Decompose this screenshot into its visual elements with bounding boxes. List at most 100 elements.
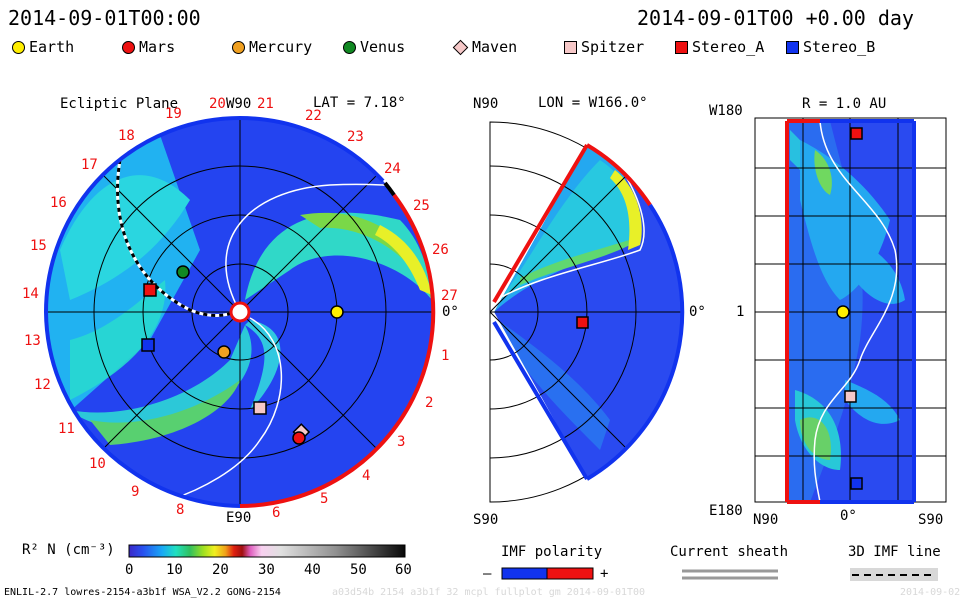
ecliptic-plot	[43, 116, 436, 508]
meridional-bottom-label: S90	[473, 512, 499, 528]
carrington-tick: 6	[272, 505, 281, 521]
stereo-a-marker-icon	[675, 40, 688, 54]
ecliptic-lat-label: LAT = 7.18°	[313, 95, 406, 111]
timestamp: 2014-09-01T00:00	[8, 6, 201, 30]
stereo-a-meridional-marker	[576, 316, 589, 329]
radial-x-right: S90	[918, 512, 944, 528]
carrington-tick: 24	[384, 161, 401, 177]
legend-mars: Mars	[122, 38, 175, 56]
imf-minus-label: –	[483, 566, 492, 582]
colorbar-tick: 60	[395, 562, 412, 578]
carrington-tick: 8	[176, 502, 185, 518]
legend-label: Stereo_B	[803, 38, 876, 56]
mercury-marker-icon	[232, 40, 245, 54]
colorbar-label: R² N (cm⁻³)	[22, 542, 115, 558]
carrington-tick: 20	[209, 96, 226, 112]
legend-label: Mars	[139, 38, 176, 56]
legend-venus: Venus	[343, 38, 405, 56]
ecliptic-right-label: 0°	[442, 304, 459, 320]
carrington-tick: 25	[413, 198, 430, 214]
carrington-tick: 19	[165, 106, 182, 122]
earth-marker	[330, 305, 344, 319]
carrington-tick: 26	[432, 242, 449, 258]
colorbar-tick: 20	[212, 562, 229, 578]
mercury-marker	[217, 345, 231, 359]
venus-marker	[176, 265, 190, 279]
carrington-tick: 3	[397, 434, 406, 450]
imf-negative-swatch	[501, 567, 548, 580]
carrington-tick: 1	[441, 348, 450, 364]
carrington-tick: 2	[425, 395, 434, 411]
colorbar	[128, 544, 406, 558]
carrington-tick: 22	[305, 108, 322, 124]
carrington-tick: 4	[362, 468, 371, 484]
carrington-tick: 11	[58, 421, 75, 437]
venus-marker-icon	[343, 40, 356, 54]
imf-line-label: 3D IMF line	[848, 544, 941, 560]
colorbar-tick: 30	[258, 562, 275, 578]
imf-line-swatch	[850, 568, 938, 581]
mars-marker	[292, 431, 306, 445]
current-sheath-swatch	[682, 569, 778, 580]
current-sheath-label: Current sheath	[670, 544, 789, 560]
carrington-tick: 18	[118, 128, 135, 144]
footer-date: 2014-09-02	[900, 587, 960, 598]
stereo-b-marker	[141, 338, 155, 352]
spitzer-marker-icon	[564, 40, 577, 54]
legend-label: Mercury	[249, 38, 313, 56]
carrington-tick: 9	[131, 484, 140, 500]
radial-top-left: W180	[709, 103, 743, 119]
carrington-tick: 12	[34, 377, 51, 393]
legend-stereo-a: Stereo_A	[675, 38, 764, 56]
legend-maven: Maven	[452, 38, 518, 56]
legend-label: Stereo_A	[692, 38, 765, 56]
legend-label: Venus	[360, 38, 406, 56]
model-footer: ENLIL-2.7 lowres-2154-a3b1f WSA_V2.2 GON…	[4, 587, 281, 598]
colorbar-tick: 50	[350, 562, 367, 578]
ecliptic-title: Ecliptic Plane	[60, 96, 179, 112]
carrington-tick: 10	[89, 456, 106, 472]
carrington-tick: 13	[24, 333, 41, 349]
carrington-tick: 17	[81, 157, 98, 173]
carrington-tick: 14	[22, 286, 39, 302]
mars-marker-icon	[122, 40, 135, 54]
legend-stereo-b: Stereo_B	[786, 38, 875, 56]
colorbar-tick: 10	[166, 562, 183, 578]
stereo-a-marker	[143, 283, 157, 297]
imf-polarity-label: IMF polarity	[501, 544, 603, 560]
spitzer-marker	[253, 401, 267, 415]
carrington-tick: 21	[257, 96, 274, 112]
radial-x-left: N90	[753, 512, 779, 528]
carrington-tick: 23	[347, 129, 364, 145]
carrington-tick: 16	[50, 195, 67, 211]
radial-title: R = 1.0 AU	[802, 96, 887, 112]
radial-bottom-left: E180	[709, 503, 743, 519]
legend-label: Maven	[472, 38, 518, 56]
carrington-tick: 15	[30, 238, 47, 254]
spitzer-radial-marker	[844, 390, 857, 403]
legend-spitzer: Spitzer	[564, 38, 644, 56]
meridional-right-label: 0°	[689, 304, 706, 320]
ecliptic-bottom-label: E90	[226, 510, 252, 526]
meridional-title: LON = W166.0°	[538, 95, 648, 111]
stereo-b-radial-marker	[850, 477, 863, 490]
meridional-plot	[489, 121, 685, 503]
radial-x-mid: 0°	[840, 508, 857, 524]
earth-radial-marker	[836, 305, 850, 319]
legend-mercury: Mercury	[232, 38, 312, 56]
legend-label: Spitzer	[581, 38, 645, 56]
imf-plus-label: +	[600, 566, 609, 582]
stereo-b-marker-icon	[786, 40, 799, 54]
legend-earth: Earth	[12, 38, 74, 56]
footer-watermark: a03d54b 2154 a3b1f 32 mcpl fullplot gm 2…	[332, 587, 646, 598]
earth-marker-icon	[12, 40, 25, 54]
radial-mid-left: 1	[736, 304, 745, 320]
colorbar-tick: 40	[304, 562, 321, 578]
imf-positive-swatch	[546, 567, 594, 580]
carrington-tick: 27	[441, 288, 458, 304]
ecliptic-top-label: W90	[226, 96, 252, 112]
stereo-a-radial-marker	[850, 127, 863, 140]
legend-label: Earth	[29, 38, 75, 56]
timestamp-right: 2014-09-01T00 +0.00 day	[637, 6, 914, 30]
